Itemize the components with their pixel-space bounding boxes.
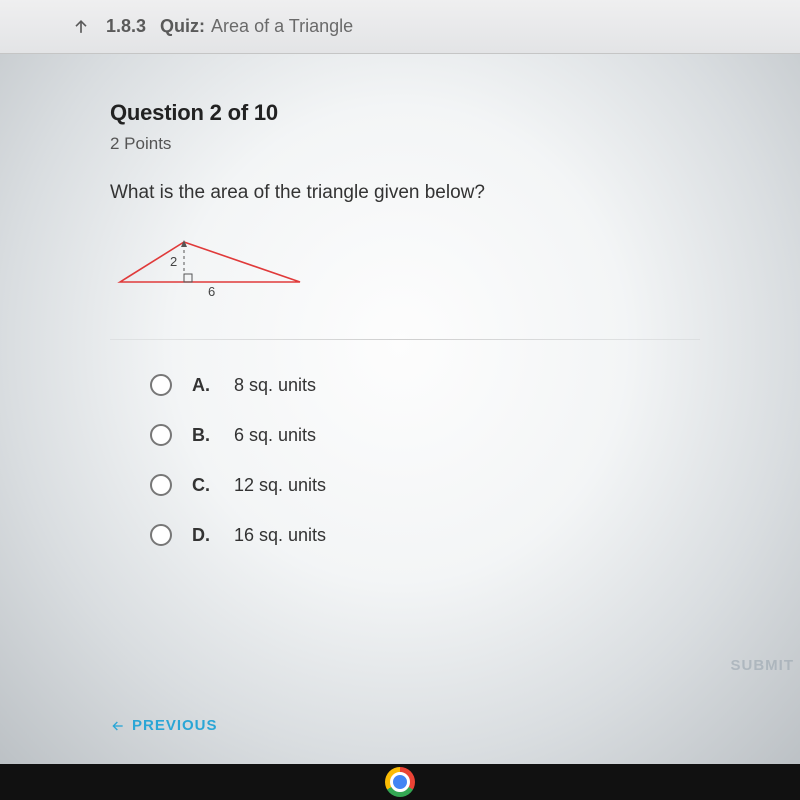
answer-option[interactable]: C. 12 sq. units [150,474,800,496]
answer-option[interactable]: A. 8 sq. units [150,374,800,396]
answer-option[interactable]: D. 16 sq. units [150,524,800,546]
radio-icon[interactable] [150,524,172,546]
quiz-name: Area of a Triangle [211,16,353,37]
option-letter: C. [192,475,214,496]
radio-icon[interactable] [150,374,172,396]
previous-button[interactable]: PREVIOUS [110,717,218,734]
svg-text:2: 2 [170,254,177,269]
quiz-header-bar: 1.8.3 Quiz: Area of a Triangle [0,0,800,54]
answer-options: A. 8 sq. units B. 6 sq. units C. 12 sq. units… [150,374,800,546]
quiz-label: Quiz: [160,16,205,37]
question-points: 2 Points [110,134,800,154]
submit-button[interactable]: SUBMIT [731,657,795,674]
option-text: 8 sq. units [234,375,316,396]
radio-icon[interactable] [150,474,172,496]
divider [110,339,700,340]
option-letter: B. [192,425,214,446]
option-text: 16 sq. units [234,525,326,546]
option-letter: D. [192,525,214,546]
arrow-left-icon [110,718,126,734]
svg-text:6: 6 [208,284,215,299]
radio-icon[interactable] [150,424,172,446]
answer-option[interactable]: B. 6 sq. units [150,424,800,446]
back-icon[interactable] [70,16,92,38]
quiz-code: 1.8.3 [106,16,146,37]
option-text: 6 sq. units [234,425,316,446]
question-prompt: What is the area of the triangle given b… [110,182,670,204]
triangle-figure: 26 [114,238,800,307]
option-letter: A. [192,375,214,396]
previous-label: PREVIOUS [132,717,218,734]
taskbar [0,764,800,800]
option-text: 12 sq. units [234,475,326,496]
content-area: Question 2 of 10 2 Points What is the ar… [0,54,800,764]
chrome-icon[interactable] [385,767,415,797]
quiz-screen: 1.8.3 Quiz: Area of a Triangle Question … [0,0,800,764]
question-heading: Question 2 of 10 [110,100,800,126]
